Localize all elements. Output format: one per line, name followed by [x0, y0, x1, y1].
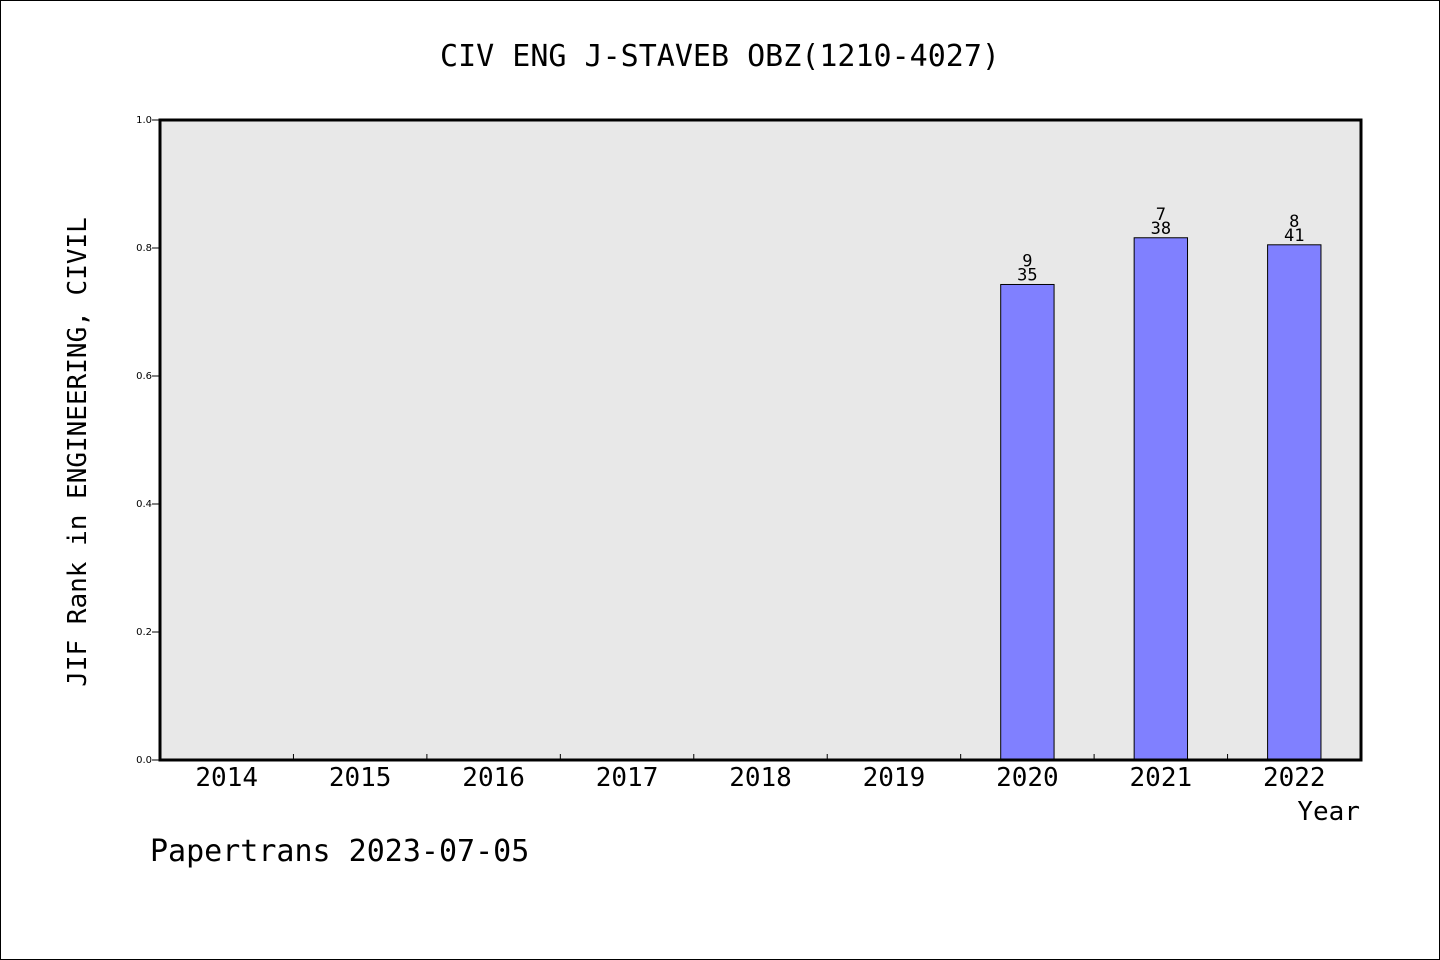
- bar-total-label: 41: [1284, 226, 1304, 246]
- x-tick-label: 2019: [863, 763, 926, 793]
- bar-2022: [1267, 244, 1322, 761]
- y-tick-label: 0.6: [136, 371, 152, 382]
- y-tick-label: 0.0: [136, 755, 152, 766]
- x-tick-label: 2015: [329, 763, 392, 793]
- x-tick-label: 2017: [596, 763, 659, 793]
- bar-rank-label: 7: [1156, 205, 1166, 225]
- y-tick-label: 0.4: [136, 499, 152, 510]
- x-tick-label: 2014: [195, 763, 258, 793]
- x-tick-label: 2016: [462, 763, 525, 793]
- y-axis-label: JIF Rank in ENGINEERING, CIVIL: [63, 217, 93, 687]
- x-tick-label: 2022: [1263, 763, 1326, 793]
- x-tick-label: 2021: [1130, 763, 1193, 793]
- bar-labels-group: 935 738 841: [1017, 205, 1304, 286]
- bar-rank-label: 8: [1289, 212, 1299, 232]
- bar-2021: [1133, 237, 1189, 761]
- chart-title: CIV ENG J-STAVEB OBZ(1210-4027): [440, 39, 1000, 74]
- bar-2020: [1000, 283, 1055, 761]
- bar-total-label: 35: [1017, 265, 1037, 285]
- y-tick-label: 0.8: [136, 243, 152, 254]
- y-tick-label: 0.2: [136, 627, 152, 638]
- plot-border: [158, 118, 1363, 762]
- x-tick-label: 2018: [729, 763, 792, 793]
- bars-group: [1000, 237, 1322, 761]
- footer-text: Papertrans 2023-07-05: [150, 834, 530, 869]
- y-tick-label: 1.0: [136, 115, 152, 126]
- bar-total-label: 38: [1151, 219, 1171, 239]
- y-axis-ticks: 0.0 0.2 0.4 0.6 0.8 1.0: [136, 115, 160, 766]
- x-axis-label: Year: [1297, 797, 1360, 827]
- bar-rank-label: 9: [1022, 251, 1032, 271]
- x-tick-label: 2020: [996, 763, 1059, 793]
- x-axis-ticks: 2014 2015 2016 2017 2018 2019 2020 2021 2022: [195, 754, 1326, 793]
